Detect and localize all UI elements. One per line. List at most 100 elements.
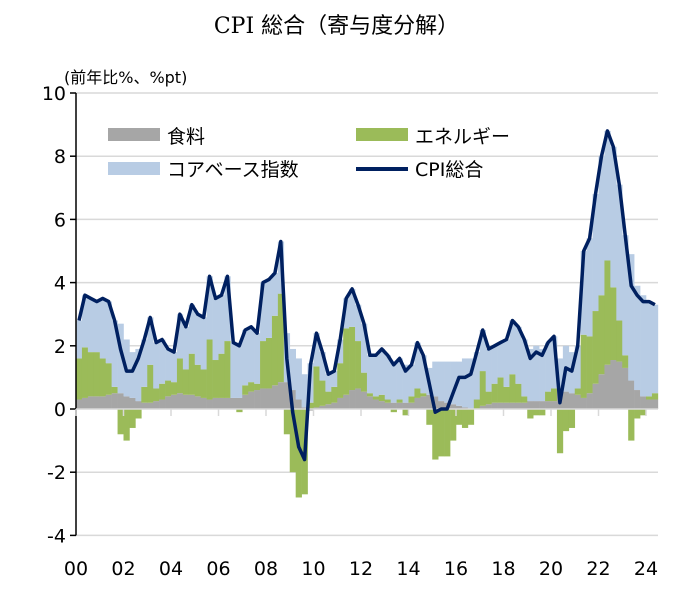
bar-energy (616, 320, 623, 362)
bar-food (271, 385, 279, 409)
bar-energy (236, 409, 243, 413)
bar-core (99, 298, 106, 359)
bar-energy (539, 409, 546, 416)
bar-energy (319, 380, 326, 406)
bar-core (450, 361, 457, 405)
bar-food (254, 390, 261, 409)
bar-energy (105, 363, 112, 395)
legend-swatch-energy (356, 128, 408, 141)
bar-food (76, 399, 83, 409)
x-tick-label: 04 (159, 558, 183, 580)
x-tick-label: 00 (64, 558, 88, 580)
bar-energy (289, 409, 296, 473)
bar-core (491, 345, 498, 384)
bar-energy (497, 377, 504, 403)
bar-core (81, 295, 89, 348)
bar-energy (604, 260, 611, 365)
legend-swatch-food (108, 128, 160, 141)
bar-core (105, 301, 112, 364)
bar-energy (586, 336, 593, 394)
bar-energy (527, 409, 534, 419)
bar-energy (87, 352, 95, 397)
chart-title: CPI 総合（寄与度分解） (213, 14, 460, 39)
bar-food (325, 404, 332, 409)
bar-food (105, 394, 112, 409)
bar-energy (361, 372, 368, 392)
bar-core (361, 323, 368, 373)
bar-food (337, 397, 344, 409)
bar-food (562, 391, 570, 409)
bar-core (580, 251, 587, 335)
bar-energy (503, 386, 510, 403)
bar-food (349, 390, 356, 409)
bar-energy (509, 374, 516, 403)
bar-core (574, 345, 581, 389)
bar-food (188, 394, 196, 409)
bar-energy (491, 383, 498, 403)
bar-energy (165, 380, 172, 397)
bar-food (408, 402, 415, 409)
bar-food (396, 402, 403, 409)
bar-energy (646, 396, 653, 400)
legend-label-energy: エネルギー (415, 126, 510, 148)
bar-core (248, 326, 255, 383)
y-tick-label: 8 (54, 146, 66, 168)
bar-core (485, 348, 492, 392)
bar-energy (378, 394, 386, 402)
bar-food (93, 396, 101, 409)
bar-energy (479, 371, 486, 406)
bar-core (461, 358, 469, 408)
bar-food (129, 397, 136, 409)
bar-food (640, 396, 647, 409)
bar-core (141, 339, 148, 387)
bar-core (479, 330, 486, 372)
bar-energy (176, 358, 184, 394)
bar-energy (598, 295, 605, 375)
y-tick-label: -2 (47, 462, 66, 484)
bar-energy (242, 385, 249, 395)
bar-energy (651, 393, 659, 400)
bar-food (171, 394, 178, 409)
bar-energy (390, 409, 397, 413)
bar-energy (99, 358, 106, 397)
bar-food (301, 407, 308, 409)
bar-energy (147, 364, 154, 403)
bar-core (242, 330, 249, 386)
bar-energy (325, 391, 332, 405)
bar-food (212, 397, 219, 409)
bar-energy (402, 409, 409, 416)
bar-core (236, 342, 243, 398)
bar-core (515, 326, 522, 384)
bar-food (432, 396, 439, 409)
bar-core (646, 301, 653, 397)
bar-core (93, 301, 101, 353)
bar-core (497, 342, 504, 378)
bar-food (236, 397, 243, 409)
bar-core (610, 146, 617, 288)
bar-core (254, 333, 261, 384)
bar-food (616, 361, 623, 409)
bar-energy (515, 383, 522, 403)
bar-energy (283, 409, 291, 435)
bar-food (479, 405, 486, 409)
bar-food (117, 393, 124, 409)
bar-core (408, 364, 415, 397)
bar-food (361, 391, 368, 409)
bar-energy (182, 369, 190, 395)
legend-label-core: コアベース指数 (167, 159, 299, 181)
bar-food (568, 393, 576, 409)
bar-core (456, 361, 463, 406)
bar-energy (384, 399, 391, 403)
bar-energy (485, 391, 492, 405)
y-tick-label: 4 (54, 273, 66, 295)
x-tick-label: 16 (444, 558, 468, 580)
bar-core (355, 304, 362, 342)
bar-food (99, 396, 106, 409)
bar-food (545, 401, 552, 409)
x-tick-label: 22 (586, 558, 610, 580)
bar-core (331, 371, 338, 387)
bar-core (206, 276, 213, 340)
bar-energy (372, 396, 380, 400)
bar-food (331, 402, 338, 409)
y-tick-label: 6 (54, 209, 66, 231)
